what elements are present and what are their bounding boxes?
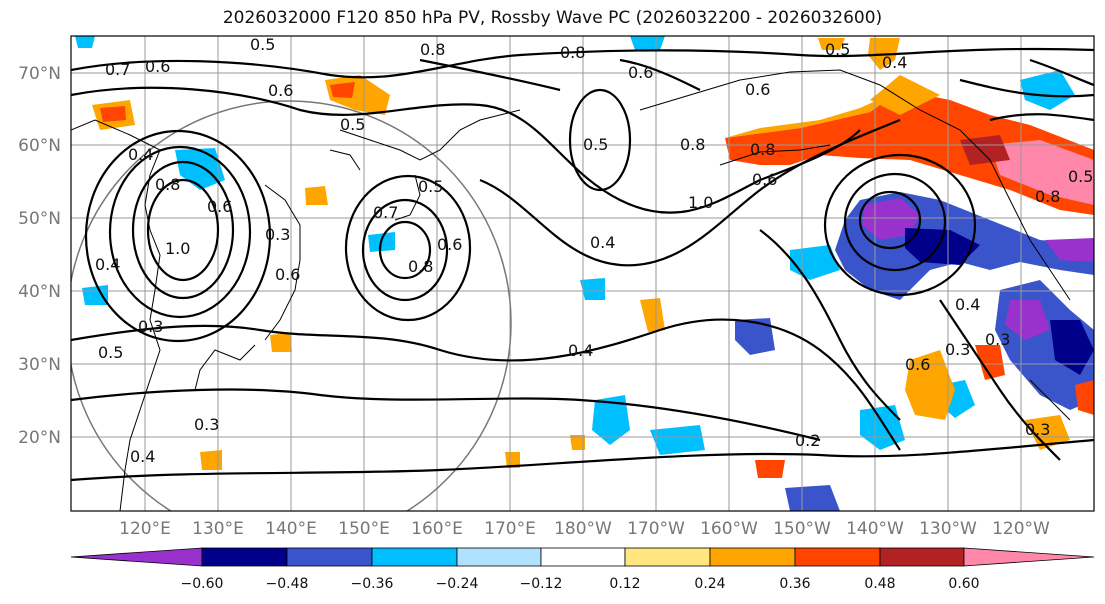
contour-label: 0.5	[583, 135, 608, 154]
colorbar-tick-label: −0.60	[180, 576, 224, 592]
contour-label: 0.8	[155, 175, 180, 194]
contour-label: 0.3	[945, 340, 970, 359]
lat-label: 20°N	[18, 428, 61, 448]
colorbar-tick-label: −0.12	[519, 576, 563, 592]
contour-label: 0.4	[568, 341, 593, 360]
coastlines	[71, 69, 1071, 511]
contour-label: 0.4	[955, 295, 980, 314]
contour-label: 0.5	[418, 177, 443, 196]
contour-label: 0.2	[795, 431, 820, 450]
contour-label: 1.0	[165, 239, 190, 258]
map-border	[70, 35, 1095, 512]
lon-label: 130°W	[919, 519, 977, 539]
contour-label: 0.6	[752, 170, 777, 189]
colorbar-segment	[624, 547, 711, 567]
lon-label: 120°E	[119, 519, 171, 539]
colorbar-tick-label: −0.36	[350, 576, 394, 592]
colorbar-segment	[456, 547, 542, 567]
contour-label: 0.6	[207, 197, 232, 216]
contour-label: 0.3	[1025, 420, 1050, 439]
contour-label: 0.5	[1068, 167, 1093, 186]
lat-label: 50°N	[18, 209, 61, 229]
colorbar-segment	[794, 547, 881, 567]
contour-label: 0.8	[408, 257, 433, 276]
reference-circle	[71, 100, 512, 511]
lon-labels: 120°E 130°E 140°E 150°E 160°E 170°E 180°…	[119, 519, 1050, 539]
graticule	[71, 36, 1094, 511]
contour-label: 0.3	[985, 330, 1010, 349]
contour-labels: 0.7 0.6 0.6 0.5 0.5 0.8 0.8 0.6 0.6 0.5 …	[95, 35, 1093, 466]
lon-label: 140°E	[265, 519, 317, 539]
contour-label: 0.7	[105, 60, 130, 79]
colorbar-tick-label: −0.24	[435, 576, 479, 592]
contour-label: 0.4	[130, 447, 155, 466]
contour-label: 0.5	[98, 343, 123, 362]
contour-label: 0.4	[95, 255, 120, 274]
contour-label: 0.4	[128, 145, 153, 164]
contour-label: 0.6	[437, 235, 462, 254]
contour-label: 0.8	[750, 140, 775, 159]
colorbar	[70, 547, 1095, 567]
colorbar-tick-label: −0.48	[265, 576, 309, 592]
colorbar-tick-label: 0.36	[779, 576, 811, 592]
colorbar-segment	[540, 547, 626, 567]
lon-label: 160°E	[411, 519, 463, 539]
lon-label: 160°W	[700, 519, 758, 539]
contour-label: 0.4	[882, 53, 907, 72]
contour-label: 0.3	[265, 225, 290, 244]
contour-label: 0.6	[905, 355, 930, 374]
lon-label: 180°W	[554, 519, 612, 539]
contour-label: 0.6	[268, 81, 293, 100]
contour-label: 0.7	[373, 203, 398, 222]
lat-label: 60°N	[18, 136, 61, 156]
colorbar-extend-low	[70, 547, 203, 567]
lon-label: 170°E	[484, 519, 536, 539]
contour-label: 0.5	[825, 40, 850, 59]
contour-label: 0.8	[560, 43, 585, 62]
colorbar-tick-label: 0.24	[694, 576, 726, 592]
lat-label: 40°N	[18, 282, 61, 302]
colorbar-tick-label: 0.60	[948, 576, 980, 592]
lat-label: 30°N	[18, 355, 61, 375]
map-title: 2026032000 F120 850 hPa PV, Rossby Wave …	[222, 8, 883, 28]
contour-label: 0.8	[680, 135, 705, 154]
colorbar-tick-label: 0.48	[864, 576, 896, 592]
colorbar-segment	[371, 547, 458, 567]
lat-labels: 70°N 60°N 50°N 40°N 30°N 20°N	[18, 64, 61, 448]
contour-label: 0.6	[745, 80, 770, 99]
contour-label: 0.3	[138, 317, 163, 336]
contour-label: 0.3	[194, 415, 219, 434]
colorbar-extend-high	[963, 547, 1095, 567]
contour-label: 1.0	[688, 193, 713, 212]
contour-label: 0.8	[1035, 187, 1060, 206]
lon-label: 130°E	[192, 519, 244, 539]
colorbar-segment	[286, 547, 373, 567]
contour-label: 0.8	[420, 40, 445, 59]
contour-label: 0.6	[628, 63, 653, 82]
lon-label: 120°W	[992, 519, 1050, 539]
colorbar-segment	[201, 547, 288, 567]
lon-label: 170°W	[627, 519, 685, 539]
pv-contours	[71, 47, 1094, 482]
contour-label: 0.5	[250, 35, 275, 54]
lon-label: 150°W	[773, 519, 831, 539]
colorbar-segment	[879, 547, 965, 567]
contour-label: 0.5	[340, 115, 365, 134]
colorbar-tick-label: 0.12	[609, 576, 641, 592]
contour-label: 0.6	[275, 265, 300, 284]
lat-label: 70°N	[18, 64, 61, 84]
colorbar-segment	[709, 547, 796, 567]
lon-label: 150°E	[338, 519, 390, 539]
contour-label: 0.6	[145, 57, 170, 76]
contour-label: 0.4	[590, 233, 615, 252]
lon-label: 140°W	[846, 519, 904, 539]
